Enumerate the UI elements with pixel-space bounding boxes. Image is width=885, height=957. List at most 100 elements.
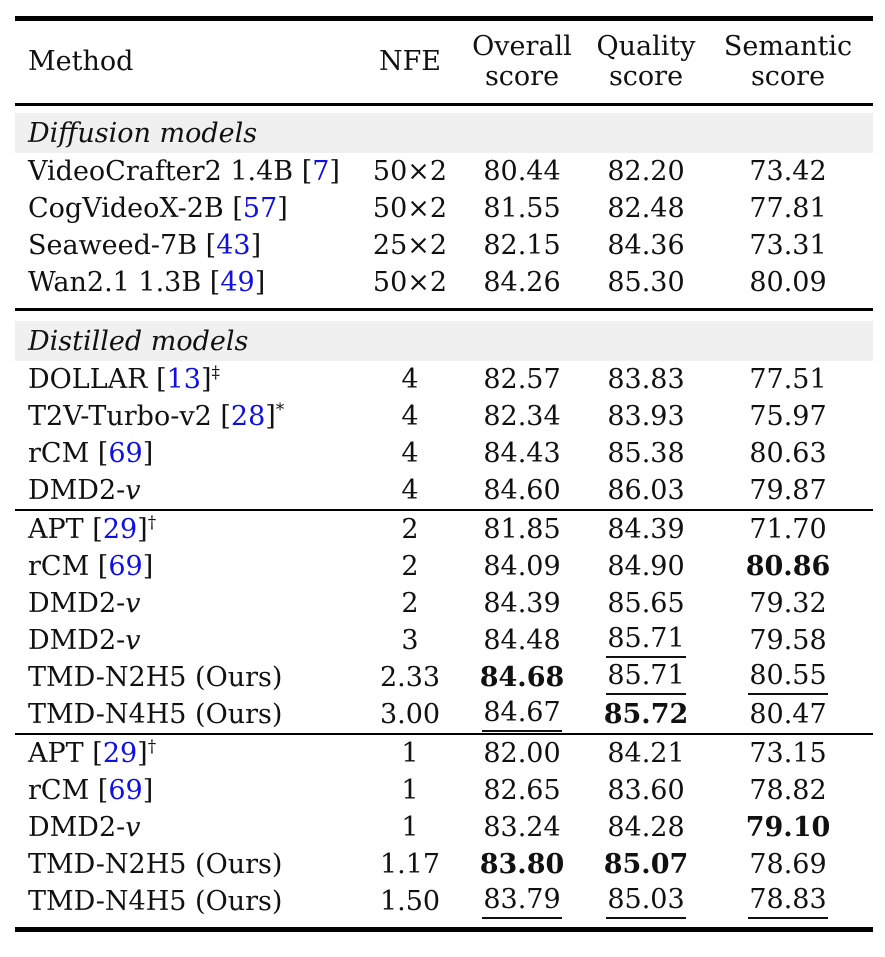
citation-link[interactable]: [28]	[211, 401, 276, 432]
method-name: TMD-N2H5 (Ours)	[28, 849, 283, 880]
method-name: rCM	[28, 438, 90, 469]
semantic-score-value: 71.70	[749, 514, 827, 545]
method-name: DMD2-	[28, 588, 126, 619]
citation-number[interactable]: 28	[230, 401, 266, 432]
citation-number[interactable]: 13	[166, 364, 201, 395]
method-name: DMD2-	[28, 475, 126, 506]
semantic-score-cell: 71.70	[703, 510, 873, 548]
semantic-score-cell: 77.81	[703, 190, 873, 227]
quality-score-value: 84.39	[607, 514, 685, 545]
table-row: TMD-N2H5 (Ours) [] 2.33 84.68 85.71 80.5…	[15, 659, 873, 696]
method-name: rCM	[28, 775, 90, 806]
nfe-cell: 50×2	[372, 193, 448, 224]
citation-link[interactable]: [43]	[197, 230, 262, 261]
citation-number[interactable]: 29	[102, 738, 138, 769]
method-cell: rCM [69]	[15, 548, 365, 585]
overall-score-value: 84.48	[483, 625, 561, 656]
overall-score-value: 84.67	[482, 697, 562, 732]
method-cell: DOLLAR [13]‡	[15, 361, 365, 398]
citation-link[interactable]: [57]	[223, 193, 288, 224]
citation-number[interactable]: 29	[102, 514, 138, 545]
table-row: DOLLAR [13]‡ 4 82.57 83.83 77.51	[15, 361, 873, 398]
quality-score-value: 84.36	[607, 230, 685, 261]
overall-score-value: 81.85	[483, 514, 561, 545]
semantic-score-cell: 80.09	[703, 264, 873, 301]
nfe-cell: 1	[401, 812, 419, 843]
method-name-italic-suffix: v	[125, 588, 141, 619]
citation-link[interactable]: [69]	[89, 775, 154, 806]
citation-number[interactable]: 69	[108, 551, 143, 582]
semantic-score-cell: 79.58	[703, 622, 873, 659]
overall-score-value: 84.43	[483, 438, 561, 469]
method-cell: Seaweed-7B [43]	[15, 227, 365, 264]
quality-score-cell: 85.07	[589, 846, 703, 883]
benchmark-table: Method NFE Overall score Quality score S…	[15, 16, 873, 932]
semantic-score-cell: 79.10	[703, 809, 873, 846]
table-row: DMD2-v [] 1 83.24 84.28 79.10	[15, 809, 873, 846]
col-header-nfe: NFE	[378, 45, 442, 77]
method-cell: DMD2-v []	[15, 585, 365, 622]
citation-number[interactable]: 7	[312, 156, 330, 187]
quality-score-value: 82.20	[607, 156, 685, 187]
citation-link[interactable]: [13]	[147, 364, 212, 395]
semantic-score-value: 79.10	[745, 812, 831, 843]
method-name: DOLLAR	[28, 364, 148, 395]
quality-score-value: 84.21	[607, 738, 685, 769]
header-row: Method NFE Overall score Quality score S…	[15, 19, 873, 105]
quality-score-value: 85.03	[606, 884, 686, 919]
quality-score-cell: 85.03	[589, 883, 703, 920]
method-name-italic-suffix: v	[125, 475, 141, 506]
method-cell: TMD-N4H5 (Ours) []	[15, 696, 365, 734]
semantic-score-cell: 80.86	[703, 548, 873, 585]
method-cell: rCM [69]	[15, 772, 365, 809]
citation-link[interactable]: [69]	[89, 551, 154, 582]
citation-number[interactable]: 69	[108, 438, 143, 469]
overall-score-value: 83.24	[483, 812, 561, 843]
col-header-overall-score: Overall score	[472, 30, 572, 92]
quality-score-value: 85.30	[607, 267, 685, 298]
semantic-score-value: 77.51	[749, 364, 827, 395]
citation-link[interactable]: [7]	[293, 156, 340, 187]
quality-score-cell: 82.48	[589, 190, 703, 227]
citation-link[interactable]: [49]	[201, 267, 266, 298]
overall-score-value: 82.34	[483, 401, 561, 432]
section-header: Distilled models	[15, 321, 873, 361]
semantic-score-value: 78.82	[749, 775, 827, 806]
quality-score-value: 85.72	[603, 699, 689, 730]
method-footnote-marker: *	[275, 399, 285, 419]
citation-link[interactable]: [29]	[83, 514, 148, 545]
spacer	[15, 310, 873, 322]
method-cell: DMD2-v []	[15, 809, 365, 846]
nfe-cell: 1	[401, 775, 419, 806]
overall-score-cell: 82.34	[455, 398, 589, 435]
quality-score-value: 83.83	[607, 364, 685, 395]
semantic-score-cell: 79.87	[703, 472, 873, 510]
semantic-score-value: 78.69	[749, 849, 827, 880]
overall-score-cell: 84.68	[455, 659, 589, 696]
overall-score-value: 82.65	[483, 775, 561, 806]
nfe-cell: 25×2	[372, 230, 448, 261]
spacer-row	[15, 309, 873, 322]
quality-score-value: 82.48	[607, 193, 685, 224]
citation-link[interactable]: [29]	[83, 738, 148, 769]
citation-number[interactable]: 69	[108, 775, 143, 806]
method-cell: T2V-Turbo-v2 [28]*	[15, 398, 365, 435]
overall-score-cell: 82.65	[455, 772, 589, 809]
semantic-score-cell: 78.69	[703, 846, 873, 883]
citation-number[interactable]: 43	[216, 230, 251, 261]
overall-score-value: 82.00	[483, 738, 561, 769]
semantic-score-cell: 78.82	[703, 772, 873, 809]
nfe-cell: 3	[401, 625, 419, 656]
quality-score-value: 85.07	[603, 849, 689, 880]
method-name: APT	[28, 514, 84, 545]
method-cell: DMD2-v []	[15, 622, 365, 659]
quality-score-cell: 84.39	[589, 510, 703, 548]
citation-link[interactable]: [69]	[89, 438, 154, 469]
method-cell: TMD-N2H5 (Ours) []	[15, 659, 365, 696]
citation-number[interactable]: 49	[220, 267, 255, 298]
table-row: Wan2.1 1.3B [49] 50×2 84.26 85.30 80.09	[15, 264, 873, 301]
quality-score-value: 84.28	[607, 812, 685, 843]
method-name: CogVideoX-2B	[28, 193, 224, 224]
semantic-score-cell: 75.97	[703, 398, 873, 435]
citation-number[interactable]: 57	[242, 193, 278, 224]
